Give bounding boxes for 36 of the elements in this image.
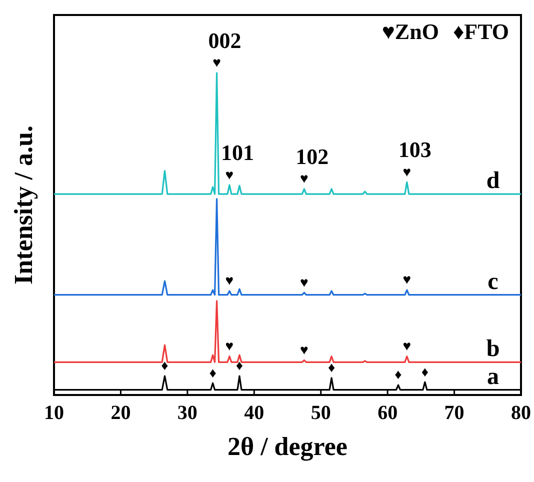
series-label: a (487, 364, 499, 390)
text: ♦FTO (452, 19, 509, 44)
annotation: ♥ (225, 274, 234, 290)
annotation: ♦ (328, 361, 336, 376)
text: ♥ZnO (382, 19, 439, 44)
annotation: ♥ (212, 56, 221, 72)
x-tick-label: 60 (378, 402, 398, 424)
annotation: 103 (398, 137, 432, 162)
y-axis-title: Intensity / a.u. (9, 126, 38, 284)
annotation: ♦ (209, 366, 216, 382)
annotation: ♦ (421, 365, 429, 380)
annotation: ♥ (402, 165, 412, 180)
annotation: ♦ (161, 359, 168, 374)
annotation: ♥ (225, 168, 234, 184)
annotation: ♥ (402, 340, 412, 355)
x-tick-label: 30 (177, 402, 198, 424)
x-tick-label: 10 (44, 402, 64, 424)
annotation: ♥ (402, 273, 412, 288)
annotation: ♥ (300, 172, 308, 188)
annotation: ♥ (225, 340, 234, 355)
x-axis-title: 2θ / degree (228, 432, 348, 461)
x-tick-label: 80 (511, 402, 531, 424)
x-tick-label: 20 (110, 402, 131, 424)
annotation: ♦ (236, 359, 244, 374)
annotation: ♥ (300, 343, 308, 358)
annotation: ♥ (300, 276, 308, 291)
annotation: 002 (208, 28, 242, 54)
series-label: d (486, 168, 500, 194)
annotation: 102 (296, 144, 329, 169)
x-tick-label: 50 (310, 402, 331, 424)
x-tick-label: 40 (244, 402, 264, 424)
series-label: b (486, 336, 500, 362)
annotation: ♦ (394, 368, 402, 384)
series-label: c (488, 268, 499, 295)
x-tick-label: 70 (444, 402, 464, 424)
annotation: 101 (220, 140, 254, 166)
